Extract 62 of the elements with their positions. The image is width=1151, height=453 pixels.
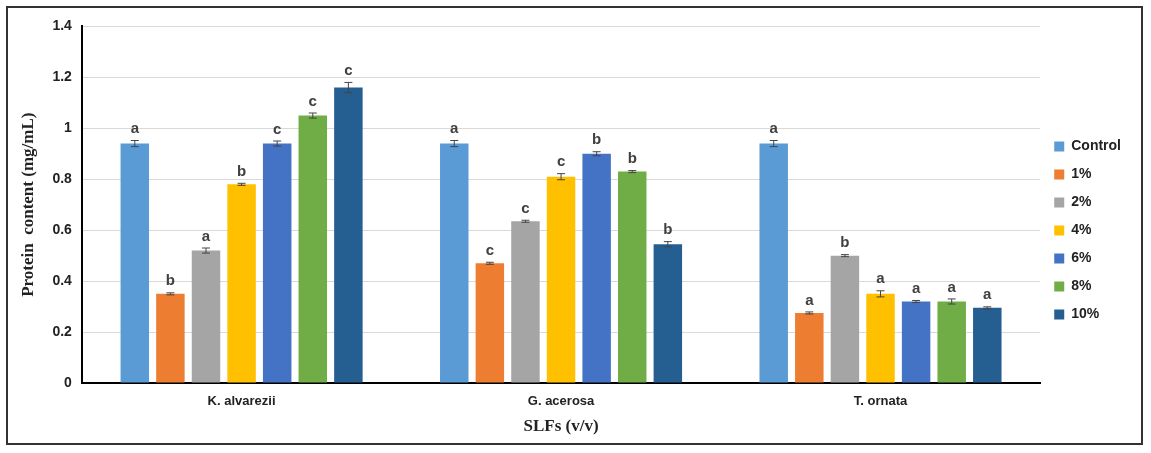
y-tick-label: 1 — [64, 119, 73, 136]
legend-label: 2% — [1071, 193, 1093, 210]
x-tick-label: K. alvarezii — [207, 393, 276, 409]
legend-label: 10% — [1071, 305, 1100, 322]
legend-label: 8% — [1071, 277, 1093, 294]
data-label: b — [840, 233, 850, 251]
y-tick-label: 1.2 — [52, 68, 73, 85]
data-label: b — [627, 149, 637, 167]
data-label: c — [308, 91, 317, 109]
data-label: a — [769, 119, 779, 137]
bar — [440, 143, 469, 383]
data-label: a — [947, 277, 957, 295]
legend-label: 4% — [1071, 221, 1093, 238]
x-tick-label: G. acerosa — [527, 393, 596, 409]
data-label: c — [273, 119, 282, 137]
y-tick-label: 0.2 — [52, 322, 73, 339]
y-tick-label: 1.4 — [52, 17, 73, 34]
bar — [901, 301, 931, 383]
bar — [582, 153, 611, 383]
bar — [546, 176, 576, 383]
data-label: a — [450, 119, 460, 137]
data-label: a — [911, 279, 921, 297]
data-label: b — [165, 271, 175, 289]
bar — [795, 312, 824, 383]
data-label: a — [876, 269, 886, 287]
data-label: c — [485, 240, 495, 258]
data-label: a — [805, 290, 815, 308]
data-label: b — [592, 130, 602, 148]
bar — [973, 307, 1002, 383]
legend-label: Control — [1071, 137, 1121, 154]
bar — [262, 143, 292, 383]
data-label: c — [521, 198, 530, 216]
bar — [653, 244, 683, 383]
data-label: c — [556, 152, 566, 170]
bar — [227, 184, 256, 383]
bar — [298, 115, 328, 383]
data-label: a — [201, 226, 211, 244]
bar — [156, 293, 185, 383]
bar — [618, 171, 647, 383]
bar — [830, 255, 860, 383]
legend-label: 1% — [1071, 165, 1093, 182]
data-label: b — [237, 161, 247, 179]
data-label: b — [663, 220, 673, 238]
bar — [866, 293, 895, 383]
bar — [937, 301, 966, 383]
bar — [511, 221, 540, 383]
y-tick-label: 0.4 — [52, 271, 73, 288]
legend-label: 6% — [1071, 249, 1093, 266]
x-axis-title: SLFs (v/v) — [523, 416, 599, 436]
data-label: a — [130, 119, 140, 137]
y-tick-label: 0 — [64, 373, 73, 390]
bar — [334, 87, 363, 383]
bar — [120, 143, 150, 383]
y-tick-label: 0.6 — [52, 221, 73, 238]
data-label: c — [344, 61, 353, 79]
x-tick-label: T. ornata — [853, 393, 908, 409]
y-axis-title: Protein content (mg/mL) — [17, 112, 37, 297]
bar — [475, 263, 505, 383]
data-label: a — [983, 285, 993, 303]
y-tick-label: 0.8 — [52, 170, 73, 187]
bar — [759, 143, 788, 383]
bar — [191, 250, 221, 383]
